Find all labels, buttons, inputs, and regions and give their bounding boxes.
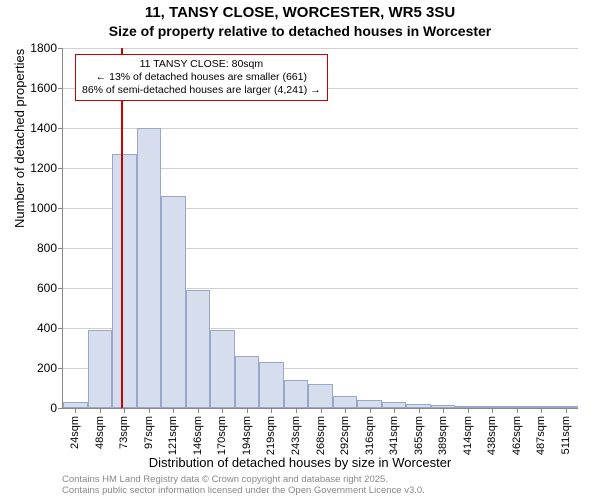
x-tick-mark bbox=[173, 408, 174, 413]
x-tick-label: 146sqm bbox=[192, 416, 204, 455]
y-tick-label: 400 bbox=[37, 321, 57, 335]
title-main: 11, TANSY CLOSE, WORCESTER, WR5 3SU bbox=[0, 4, 600, 21]
x-tick-mark bbox=[370, 408, 371, 413]
y-tick-mark bbox=[58, 368, 63, 369]
histogram-bar bbox=[88, 330, 113, 408]
histogram-bar bbox=[210, 330, 235, 408]
x-tick-label: 194sqm bbox=[241, 416, 253, 455]
y-tick-mark bbox=[58, 168, 63, 169]
x-tick-mark bbox=[198, 408, 199, 413]
chart-area: 02004006008001000120014001600180024sqm48… bbox=[62, 48, 578, 409]
y-tick-label: 1400 bbox=[30, 121, 57, 135]
x-tick-label: 268sqm bbox=[315, 416, 327, 455]
y-tick-mark bbox=[58, 288, 63, 289]
x-tick-mark bbox=[541, 408, 542, 413]
x-tick-label: 219sqm bbox=[265, 416, 277, 455]
y-tick-label: 200 bbox=[37, 361, 57, 375]
histogram-bar bbox=[259, 362, 284, 408]
title-block: 11, TANSY CLOSE, WORCESTER, WR5 3SU Size… bbox=[0, 0, 600, 39]
x-tick-label: 462sqm bbox=[511, 416, 523, 455]
x-tick-label: 341sqm bbox=[388, 416, 400, 455]
x-tick-label: 365sqm bbox=[413, 416, 425, 455]
x-tick-label: 24sqm bbox=[69, 416, 81, 449]
y-tick-label: 1800 bbox=[30, 41, 57, 55]
x-tick-mark bbox=[296, 408, 297, 413]
info-box-line-1: 11 TANSY CLOSE: 80sqm bbox=[82, 58, 321, 71]
x-tick-label: 170sqm bbox=[216, 416, 228, 455]
x-tick-mark bbox=[468, 408, 469, 413]
histogram-bar bbox=[284, 380, 309, 408]
x-tick-mark bbox=[100, 408, 101, 413]
x-axis-label: Distribution of detached houses by size … bbox=[0, 455, 600, 470]
title-sub: Size of property relative to detached ho… bbox=[0, 23, 600, 39]
histogram-bar bbox=[137, 128, 162, 408]
x-tick-mark bbox=[394, 408, 395, 413]
x-tick-label: 292sqm bbox=[339, 416, 351, 455]
y-tick-mark bbox=[58, 408, 63, 409]
x-tick-mark bbox=[566, 408, 567, 413]
y-tick-label: 600 bbox=[37, 281, 57, 295]
y-tick-mark bbox=[58, 88, 63, 89]
y-tick-mark bbox=[58, 328, 63, 329]
histogram-bar bbox=[308, 384, 333, 408]
y-tick-label: 1200 bbox=[30, 161, 57, 175]
x-tick-label: 243sqm bbox=[290, 416, 302, 455]
x-tick-label: 73sqm bbox=[118, 416, 130, 449]
histogram-bar bbox=[235, 356, 260, 408]
x-tick-mark bbox=[321, 408, 322, 413]
x-tick-label: 487sqm bbox=[535, 416, 547, 455]
x-tick-label: 389sqm bbox=[437, 416, 449, 455]
x-tick-label: 438sqm bbox=[486, 416, 498, 455]
footer-text: Contains HM Land Registry data © Crown c… bbox=[62, 474, 425, 497]
info-box: 11 TANSY CLOSE: 80sqm← 13% of detached h… bbox=[75, 54, 328, 101]
histogram-bar bbox=[112, 154, 137, 408]
x-tick-mark bbox=[271, 408, 272, 413]
histogram-bar bbox=[186, 290, 211, 408]
y-tick-mark bbox=[58, 208, 63, 209]
grid-line bbox=[63, 48, 578, 49]
chart-container: 11, TANSY CLOSE, WORCESTER, WR5 3SU Size… bbox=[0, 0, 600, 500]
y-tick-label: 800 bbox=[37, 241, 57, 255]
histogram-bar bbox=[357, 400, 382, 408]
y-tick-mark bbox=[58, 248, 63, 249]
marker-line bbox=[121, 48, 123, 408]
x-tick-mark bbox=[517, 408, 518, 413]
x-tick-label: 121sqm bbox=[167, 416, 179, 455]
y-tick-mark bbox=[58, 48, 63, 49]
x-tick-mark bbox=[124, 408, 125, 413]
x-tick-label: 97sqm bbox=[143, 416, 155, 449]
info-box-line-3: 86% of semi-detached houses are larger (… bbox=[82, 84, 321, 97]
x-tick-mark bbox=[247, 408, 248, 413]
x-tick-mark bbox=[75, 408, 76, 413]
histogram-bar bbox=[333, 396, 358, 408]
x-tick-mark bbox=[443, 408, 444, 413]
histogram-bar bbox=[161, 196, 186, 408]
y-tick-mark bbox=[58, 128, 63, 129]
y-axis-label: Number of detached properties bbox=[12, 49, 27, 228]
x-tick-mark bbox=[149, 408, 150, 413]
y-tick-label: 1600 bbox=[30, 81, 57, 95]
footer-line-2: Contains public sector information licen… bbox=[62, 485, 425, 496]
x-tick-label: 414sqm bbox=[462, 416, 474, 455]
x-tick-mark bbox=[492, 408, 493, 413]
info-box-line-2: ← 13% of detached houses are smaller (66… bbox=[82, 71, 321, 84]
x-tick-label: 511sqm bbox=[560, 416, 572, 454]
y-tick-label: 0 bbox=[50, 401, 57, 415]
x-tick-mark bbox=[345, 408, 346, 413]
footer-line-1: Contains HM Land Registry data © Crown c… bbox=[62, 474, 425, 485]
x-tick-mark bbox=[222, 408, 223, 413]
x-tick-mark bbox=[419, 408, 420, 413]
x-tick-label: 48sqm bbox=[94, 416, 106, 449]
x-tick-label: 316sqm bbox=[364, 416, 376, 455]
y-tick-label: 1000 bbox=[30, 201, 57, 215]
